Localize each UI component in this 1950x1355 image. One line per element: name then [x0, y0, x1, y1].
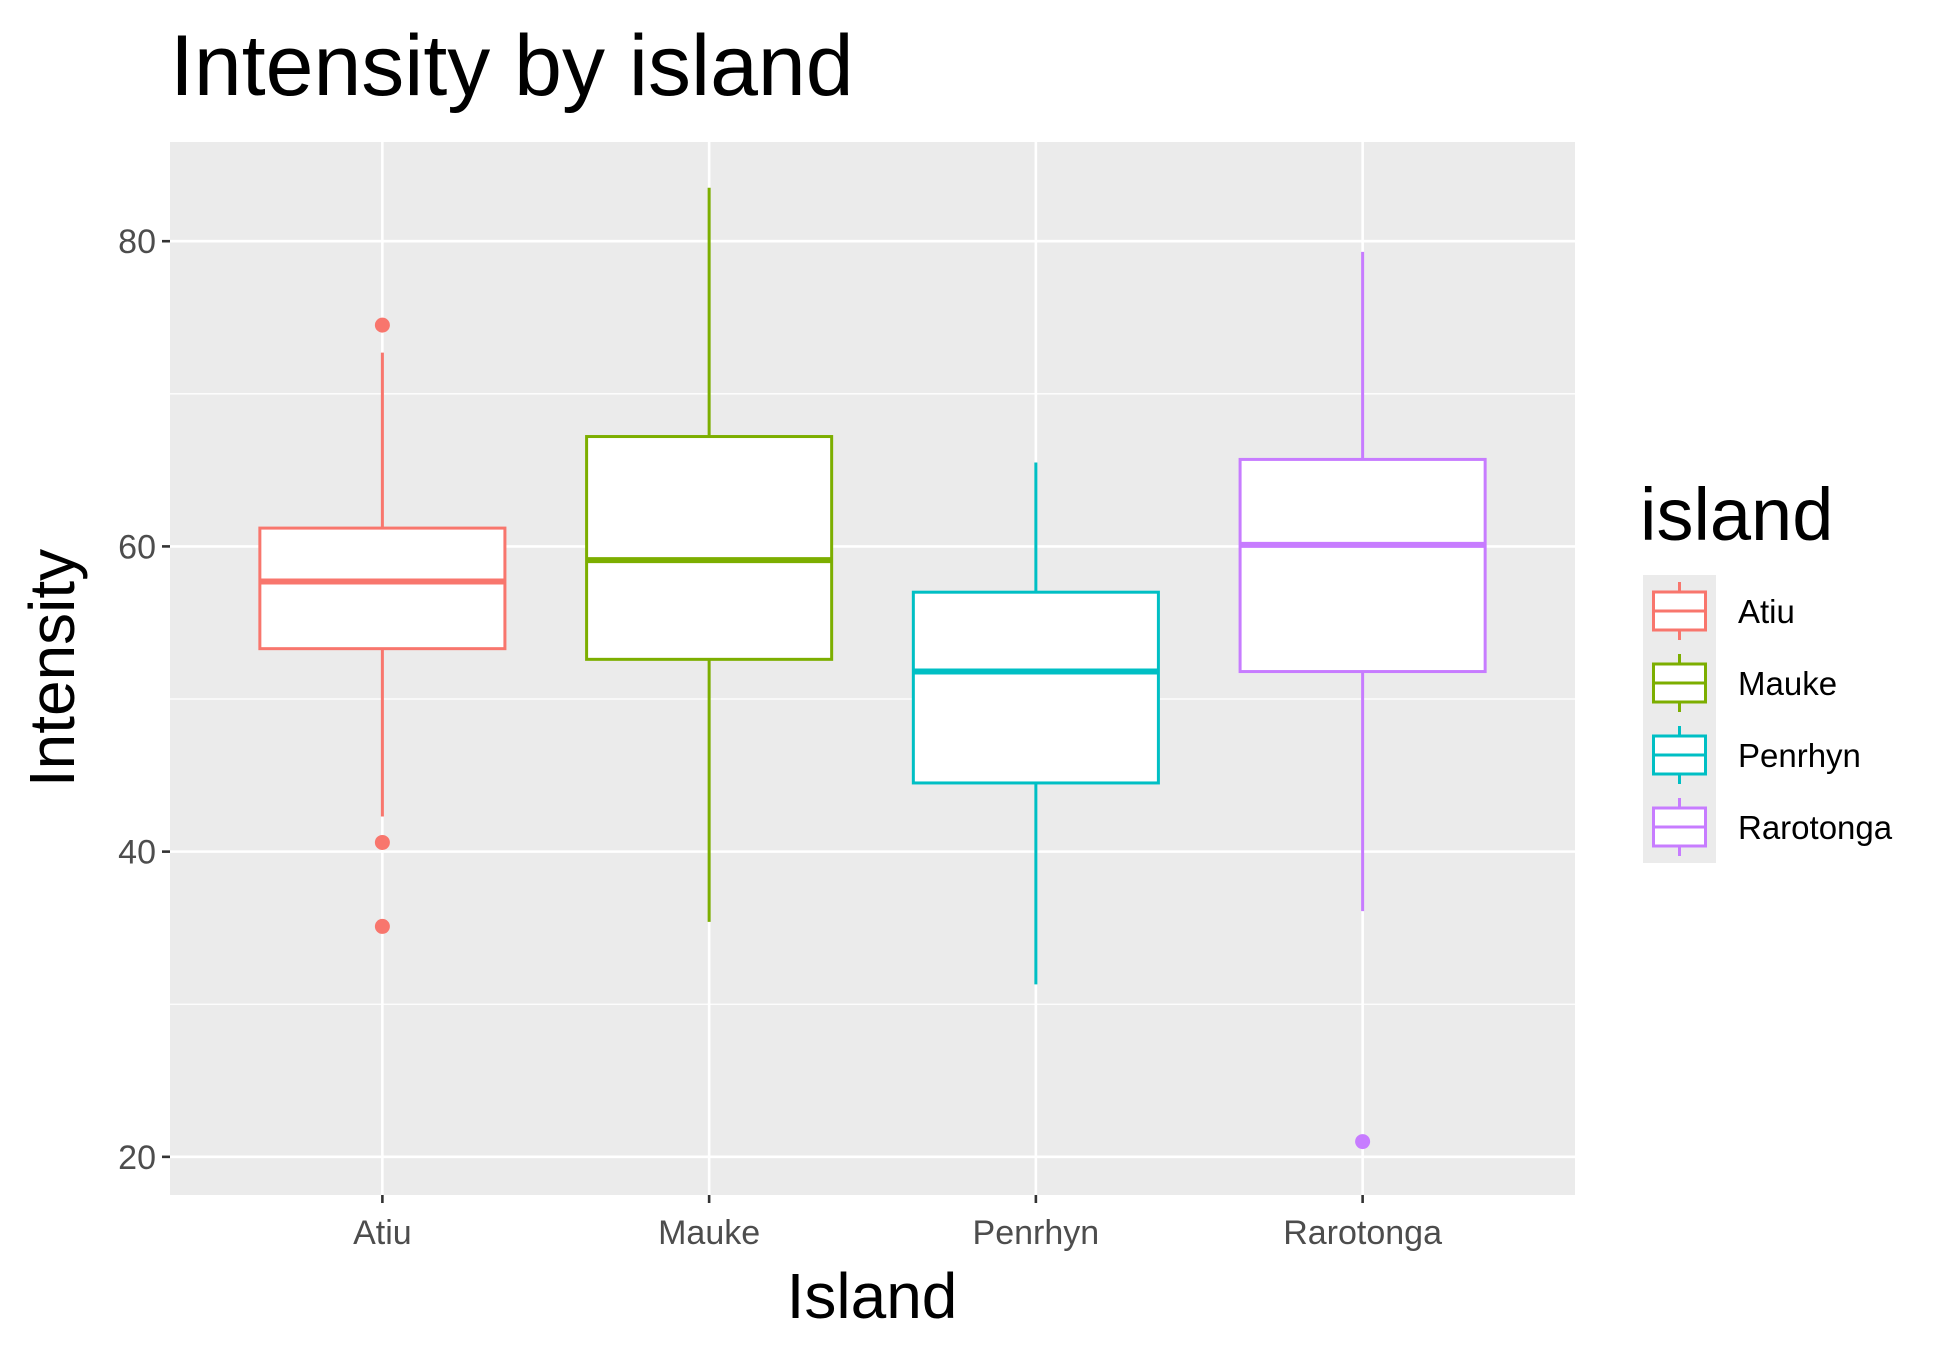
x-tick-label: Rarotonga — [1283, 1214, 1442, 1252]
y-tick-label: 20 — [118, 1139, 156, 1177]
legend-label: Mauke — [1738, 665, 1837, 702]
x-axis-title: Island — [787, 1260, 958, 1332]
box-rarotonga — [1238, 251, 1487, 1150]
chart-title: Intensity by island — [170, 18, 854, 114]
box-body — [585, 435, 834, 661]
y-axis-title: Intensity — [16, 549, 88, 787]
legend-item-atiu: Atiu — [1652, 582, 1795, 640]
legend-title: island — [1640, 473, 1833, 556]
y-tick-label: 60 — [118, 528, 156, 566]
x-tick-label: Atiu — [353, 1214, 412, 1252]
box-body — [258, 526, 507, 651]
legend-item-penrhyn: Penrhyn — [1652, 726, 1861, 784]
outlier-point — [1355, 1134, 1371, 1150]
x-tick-label: Penrhyn — [973, 1214, 1100, 1252]
y-tick-label: 40 — [118, 834, 156, 872]
y-tick-label: 80 — [118, 223, 156, 261]
legend-item-rarotonga: Rarotonga — [1652, 798, 1893, 856]
box-body — [911, 590, 1160, 785]
legend-label: Penrhyn — [1738, 737, 1861, 774]
box-penrhyn — [911, 462, 1160, 985]
box-mauke — [585, 187, 834, 922]
legend: island Atiu Mauke Penrhyn Rarotonga — [1640, 473, 1893, 863]
box-atiu — [258, 317, 507, 934]
axes: 20 40 60 80 Atiu Mauke Penrhyn Rarotonga — [118, 223, 1442, 1252]
x-tick-label: Mauke — [658, 1214, 760, 1252]
outlier-point — [374, 317, 390, 333]
legend-label: Atiu — [1738, 593, 1795, 630]
outlier-point — [374, 834, 390, 850]
legend-item-mauke: Mauke — [1652, 654, 1837, 712]
box-series — [258, 187, 1487, 1150]
outlier-point — [374, 918, 390, 934]
legend-label: Rarotonga — [1738, 809, 1893, 846]
box-body — [1238, 457, 1487, 674]
